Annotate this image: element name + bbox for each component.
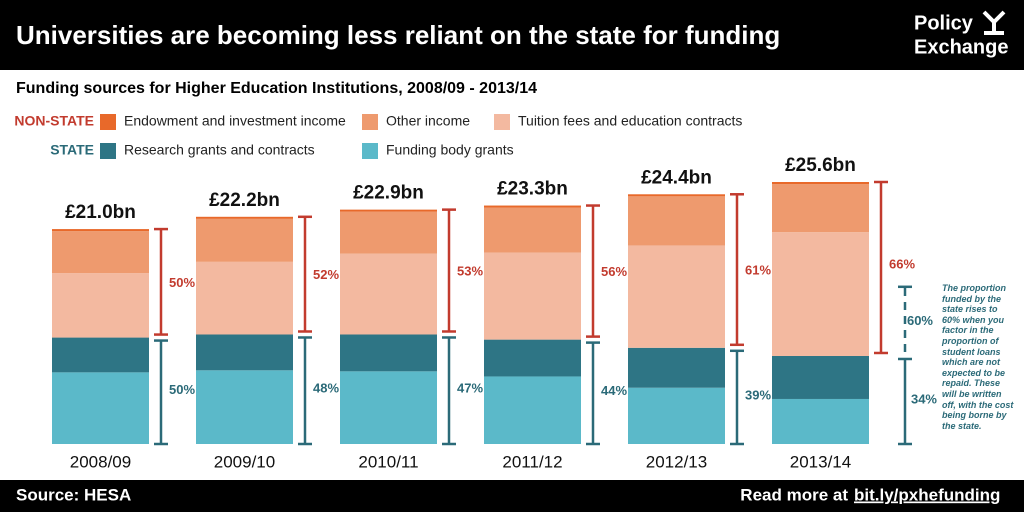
legend-label: Funding body grants [386, 142, 514, 158]
share-label: 66% [889, 256, 915, 271]
legend-label: Tuition fees and education contracts [518, 113, 742, 129]
x-tick-label: 2010/11 [358, 452, 418, 471]
adjusted-label: 60% [907, 313, 933, 328]
legend-group: STATE [50, 142, 94, 158]
share-label: 48% [313, 381, 339, 396]
bar-segment [628, 194, 725, 197]
share-label: 50% [169, 275, 195, 290]
bar-segment [196, 370, 293, 444]
note: The proportion funded by the state rises… [942, 283, 1014, 431]
total-label: £25.6bn [785, 155, 856, 176]
bar-segment [484, 376, 581, 444]
x-tick-label: 2012/13 [646, 452, 707, 471]
bar-segment [52, 273, 149, 338]
share-label: 34% [911, 391, 937, 406]
bar-segment [196, 216, 293, 219]
legend-swatch [100, 143, 116, 159]
x-tick-label: 2008/09 [70, 452, 131, 471]
bar-segment [772, 182, 869, 185]
share-label: 50% [169, 382, 195, 397]
bar-segment [772, 355, 869, 399]
bar-segment [340, 371, 437, 444]
legend-label: Endowment and investment income [124, 113, 346, 129]
bar-segment [772, 398, 869, 444]
legend-swatch [362, 114, 378, 130]
bar-segment [196, 261, 293, 335]
bar-segment [340, 209, 437, 212]
share-label: 47% [457, 381, 483, 396]
footer-bar [0, 480, 1024, 512]
bar-segment [628, 245, 725, 348]
logo-mark [982, 10, 1006, 35]
legend-group: NON-STATE [14, 113, 94, 129]
bar-segment [484, 339, 581, 377]
bar-segment [196, 334, 293, 371]
total-label: £23.3bn [497, 179, 568, 200]
bar-segment [484, 252, 581, 340]
share-label: 39% [745, 387, 771, 402]
bar-segment [628, 196, 725, 246]
read-more: Read more at [740, 485, 848, 504]
logo-line: Exchange [914, 36, 1008, 58]
total-label: £21.0bn [65, 202, 136, 223]
legend-swatch [362, 143, 378, 159]
x-tick-label: 2011/12 [502, 452, 562, 471]
bar-segment [340, 334, 437, 372]
legend-swatch [100, 114, 116, 130]
bar-segment [772, 184, 869, 233]
bar-segment [628, 347, 725, 388]
bar-segment [196, 218, 293, 262]
header-bar [0, 0, 1024, 70]
legend-label: Research grants and contracts [124, 142, 315, 158]
bar-segment [52, 372, 149, 444]
bar-segment [52, 337, 149, 373]
share-label: 56% [601, 264, 627, 279]
bar-segment [340, 211, 437, 254]
total-label: £22.2bn [209, 190, 280, 211]
x-tick-label: 2013/14 [790, 452, 851, 471]
legend-label: Other income [386, 113, 470, 129]
x-tick-label: 2009/10 [214, 452, 275, 471]
share-label: 44% [601, 383, 627, 398]
legend-swatch [494, 114, 510, 130]
bar-segment [52, 231, 149, 274]
source: Source: HESA [16, 485, 131, 504]
bar-segment [628, 387, 725, 444]
total-label: £22.9bn [353, 183, 424, 204]
bar-segment [772, 232, 869, 356]
total-label: £24.4bn [641, 167, 712, 188]
bar-segment [484, 207, 581, 253]
header-title: Universities are becoming less reliant o… [16, 20, 780, 50]
bar-segment [484, 205, 581, 208]
logo-line: Policy [914, 12, 974, 34]
bar-segment [52, 229, 149, 232]
share-label: 52% [313, 267, 339, 282]
bar-segment [340, 253, 437, 335]
share-label: 53% [457, 264, 483, 279]
chart-subtitle: Funding sources for Higher Education Ins… [16, 80, 537, 97]
share-label: 61% [745, 262, 771, 277]
link[interactable]: bit.ly/pxhefunding [854, 485, 1000, 504]
